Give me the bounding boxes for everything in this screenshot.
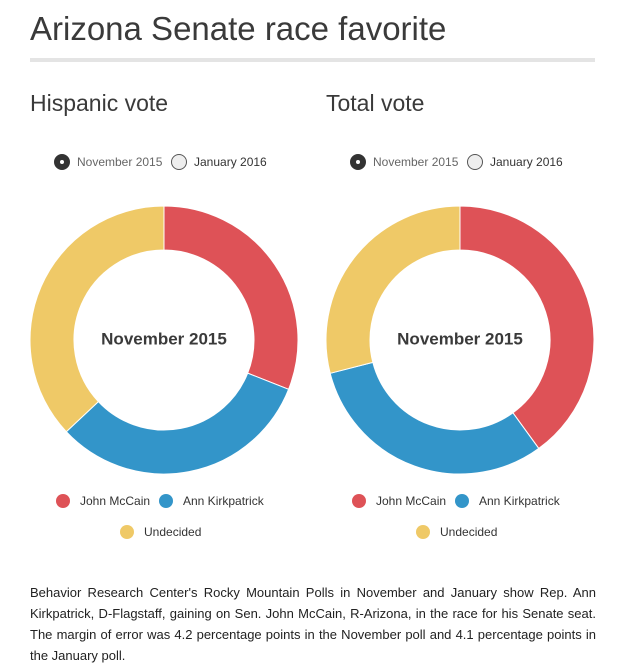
radio-unselected-icon	[171, 154, 187, 170]
legend-label: Ann Kirkpatrick	[479, 494, 560, 508]
donut-slice-ann-kirkpatrick[interactable]	[329, 361, 540, 475]
donut-slice-undecided[interactable]	[29, 205, 165, 433]
chart-caption: Behavior Research Center's Rocky Mountai…	[30, 585, 596, 663]
radio-label: November 2015	[373, 155, 459, 169]
legend-label: John McCain	[80, 494, 151, 508]
donut-slice-ann-kirkpatrick[interactable]	[65, 372, 290, 475]
legend-swatch-kirkpatrick	[159, 494, 173, 508]
radio-unselected-icon	[467, 154, 483, 170]
donut-center-label: November 2015	[101, 329, 227, 348]
radio-label: January 2016	[490, 155, 563, 169]
radio-selected-icon	[350, 154, 366, 170]
donut-chart: November 2015	[325, 205, 595, 475]
legend-swatch-undecided	[120, 525, 134, 539]
legend-label: John McCain	[376, 494, 447, 508]
total-vote-panel: Total vote November 2015 January 2016 No…	[310, 80, 610, 550]
donut-slice-john-mccain[interactable]	[163, 205, 299, 390]
legend-swatch-undecided	[416, 525, 430, 539]
hispanic-vote-panel: Hispanic vote November 2015 January 2016…	[14, 80, 314, 550]
title-divider	[30, 58, 595, 62]
donut-slice-john-mccain[interactable]	[459, 205, 595, 450]
legend-label: Undecided	[144, 525, 202, 539]
legend-swatch-mccain	[56, 494, 70, 508]
legend-label: Undecided	[440, 525, 498, 539]
donut-center-label: November 2015	[397, 329, 523, 348]
legend-swatch-mccain	[352, 494, 366, 508]
radio-label: November 2015	[77, 155, 163, 169]
chart-title: Hispanic vote	[30, 90, 169, 116]
page-title: Arizona Senate race favorite	[30, 10, 447, 47]
radio-label: January 2016	[194, 155, 267, 169]
donut-chart: November 2015	[29, 205, 299, 475]
chart-title: Total vote	[326, 90, 425, 116]
legend-label: Ann Kirkpatrick	[183, 494, 264, 508]
legend-swatch-kirkpatrick	[455, 494, 469, 508]
donut-slice-undecided[interactable]	[325, 205, 461, 374]
radio-selected-icon	[54, 154, 70, 170]
